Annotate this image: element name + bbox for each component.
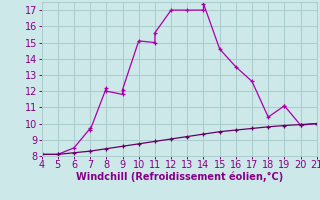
X-axis label: Windchill (Refroidissement éolien,°C): Windchill (Refroidissement éolien,°C) [76, 172, 283, 182]
